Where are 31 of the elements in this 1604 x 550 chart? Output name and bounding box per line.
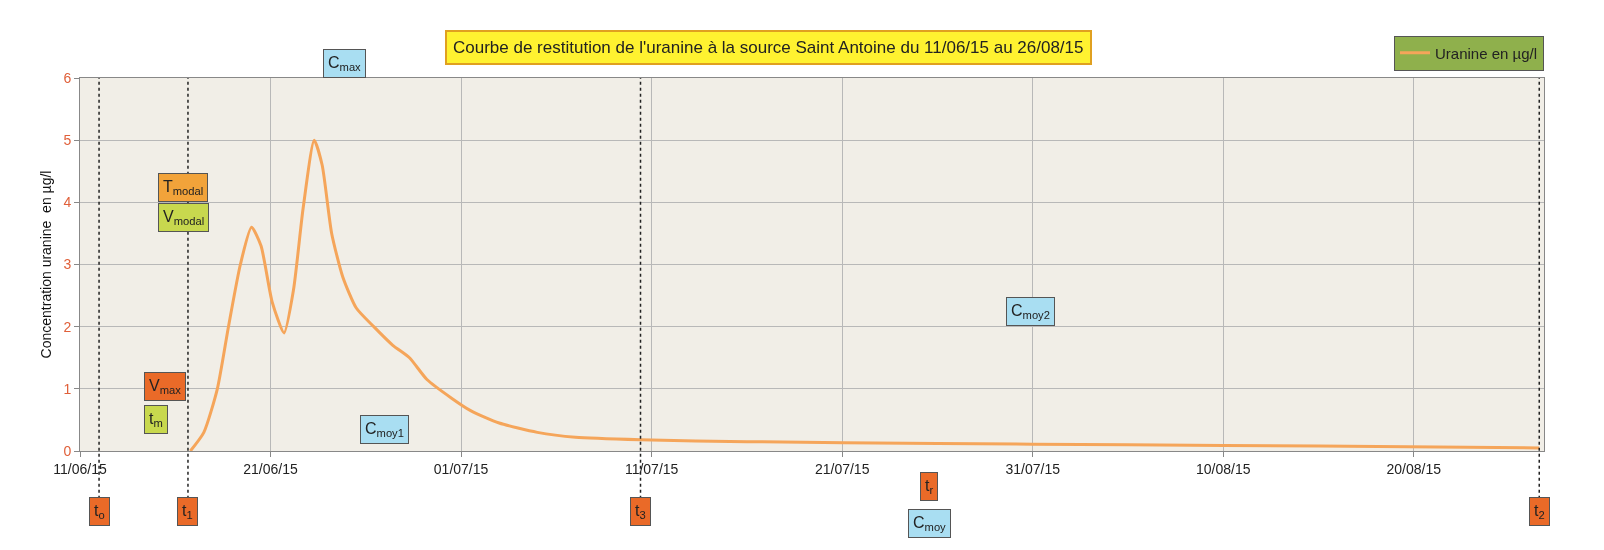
annotation: V$_{max}$	[149, 377, 182, 397]
annotation: V$_{modal}$	[163, 208, 205, 228]
y-tick-label: 4	[63, 194, 72, 211]
y-tick-label: 1	[63, 380, 72, 397]
x-tick-label: 21/06/15	[243, 460, 298, 477]
annotation: T$_{modal}$	[163, 178, 204, 198]
y-tick-label: 2	[63, 318, 72, 335]
y-axis-title: Concentration uranine en µg/l	[38, 170, 54, 359]
x-tick-label: 11/06/15	[53, 460, 107, 477]
x-tick-label: 31/07/15	[1005, 460, 1061, 477]
legend-label: Uranine en µg/l	[1435, 44, 1538, 62]
x-tick-label: 11/07/15	[624, 460, 679, 477]
text: C$_{moy}$	[913, 514, 947, 534]
x-tick-label: 10/08/15	[1196, 460, 1251, 477]
annotation: C$_{moy1}$	[365, 420, 404, 440]
x-tick-label: 21/07/15	[814, 460, 870, 477]
text: C$_{max}$	[328, 54, 362, 74]
y-tick-label: 0	[63, 442, 72, 459]
y-tick-label: 6	[63, 69, 72, 86]
text: t$_{r}$	[925, 477, 934, 497]
annotation: C$_{moy2}$	[1011, 302, 1050, 322]
ref-line-label: t$_{3}$	[635, 502, 646, 522]
chart-title: Courbe de restitution de l'uranine à la source Saint Antoine du 11/06/15 au 26/08/15	[453, 38, 1084, 57]
y-tick-label: 3	[63, 256, 72, 273]
ref-line-label: t$_{1}$	[182, 502, 193, 522]
ref-line-label: t$_{2}$	[1534, 502, 1545, 522]
x-tick-label: 01/07/15	[433, 460, 489, 477]
x-tick-label: 20/08/15	[1386, 460, 1442, 477]
annotation: t$_{m}$	[149, 410, 163, 430]
y-tick-label: 5	[63, 132, 72, 149]
ref-line-label: t$_{o}$	[94, 502, 105, 522]
